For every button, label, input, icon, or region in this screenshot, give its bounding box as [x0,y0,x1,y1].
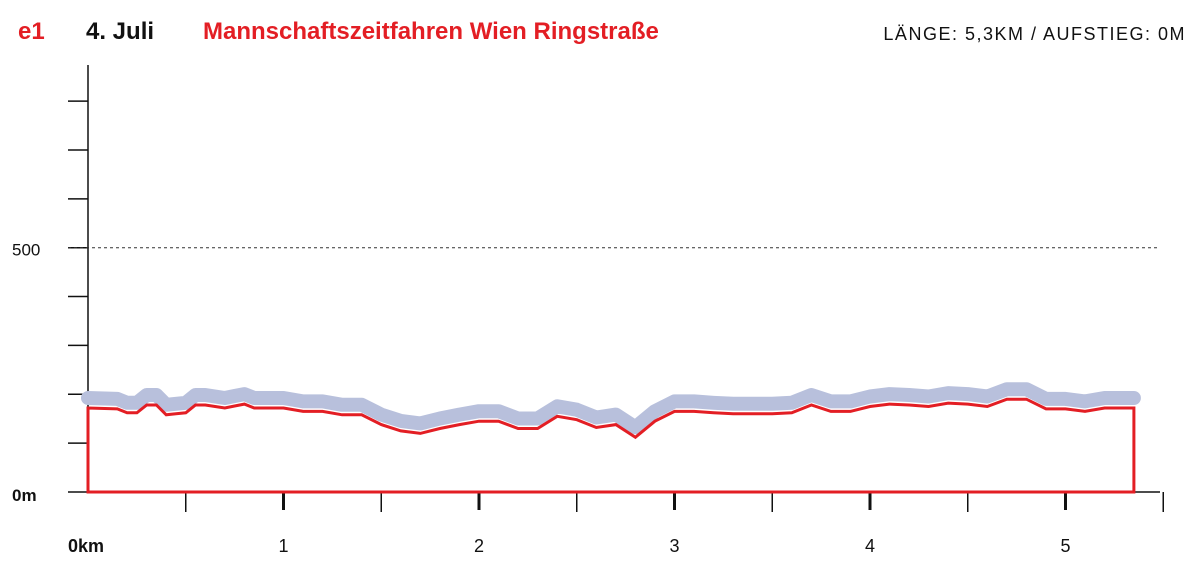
x-tick-label: 2 [474,536,484,556]
y-tick-label: 500 [12,241,40,260]
x-tick-label: 0km [68,536,104,556]
x-tick-label: 1 [278,536,288,556]
stage-stats: LÄNGE: 5,3KM / AUFSTIEG: 0M [883,24,1186,44]
y-tick-label: 0m [12,486,37,505]
x-tick-label: 5 [1060,536,1070,556]
profile-line [86,397,1136,494]
stage-number: e1 [18,18,45,45]
stage-date: 4. Juli [86,18,155,45]
x-tick-label: 4 [865,536,875,556]
stage-header: e1 4. Juli Mannschaftszeitfahren Wien Ri… [0,14,1200,54]
stage-title: Mannschaftszeitfahren Wien Ringstraße [203,18,659,45]
x-tick-label: 3 [669,536,679,556]
profile-band [81,382,1141,435]
